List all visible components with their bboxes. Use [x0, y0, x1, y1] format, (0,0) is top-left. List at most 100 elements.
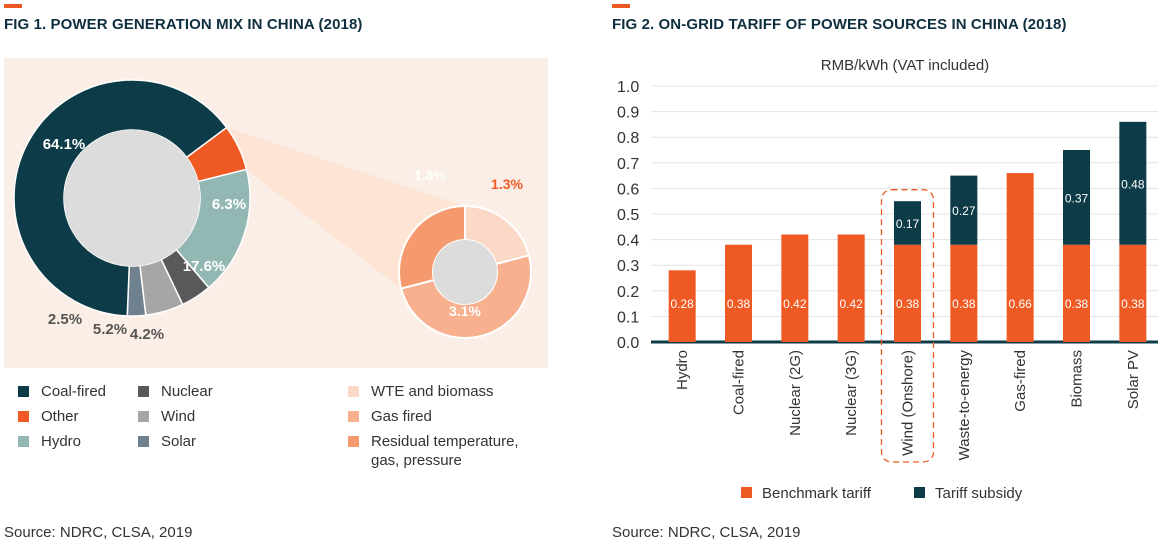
legend-label: Gas fired: [371, 408, 432, 425]
bar-value-label: 0.28: [670, 297, 694, 311]
fig2-accent-bar: [612, 4, 630, 8]
legend-label-line1: Residual temperature,: [371, 433, 519, 450]
x-tick-label-coal-fired: Coal-fired: [731, 350, 748, 415]
legend-swatch: [18, 436, 29, 447]
donut-label-nuclear: 4.2%: [130, 326, 164, 343]
bar-value-label: 0.42: [839, 297, 863, 311]
bar-benchmark-tariff-hydro: [668, 270, 696, 342]
y-tick-label: 0.2: [617, 284, 639, 301]
breakout-donut-hole: [433, 240, 497, 304]
breakout-label-gas-fired: 3.1%: [449, 303, 481, 319]
legend-swatch: [138, 386, 149, 397]
legend-label: WTE and biomass: [371, 383, 494, 400]
bar-benchmark-tariff-biomass: [1063, 244, 1090, 342]
legend-swatch: [348, 386, 359, 397]
bar-value-label: 0.66: [1008, 297, 1032, 311]
legend-item-coal-fired: Coal-fired: [18, 382, 106, 401]
legend-label-benchmark-tariff: Benchmark tariff: [762, 485, 872, 502]
y-tick-label: 0.9: [617, 105, 639, 122]
x-tick-label-hydro: Hydro: [674, 350, 691, 390]
y-tick-label: 1.0: [617, 79, 639, 96]
legend-swatch: [18, 386, 29, 397]
bar-benchmark-tariff-waste-to-energy: [950, 244, 978, 342]
bar-benchmark-tariff-solar-pv: [1119, 244, 1147, 342]
bar-value-label: 0.17: [896, 217, 920, 231]
legend-label-line2: gas, pressure: [371, 452, 462, 469]
legend-item-nuclear: Nuclear: [138, 382, 213, 401]
legend-item-other: Other: [18, 407, 79, 426]
legend-label: Residual temperature, gas, pressure: [371, 432, 519, 470]
legend-label: Coal-fired: [41, 383, 107, 400]
fig1-source: Source: NDRC, CLSA, 2019: [4, 524, 193, 541]
legend-swatch: [348, 411, 359, 422]
legend-label: Solar: [161, 433, 197, 450]
y-tick-label: 0.5: [617, 207, 639, 224]
bar-value-label: 0.38: [1065, 297, 1089, 311]
legend-swatch: [741, 487, 752, 498]
bar-value-label: 0.27: [952, 204, 976, 218]
fig2-source: Source: NDRC, CLSA, 2019: [612, 524, 801, 541]
legend-swatch: [914, 487, 925, 498]
fig2-title: FIG 2. ON-GRID TARIFF OF POWER SOURCES I…: [612, 16, 1067, 33]
x-tick-label-wind-onshore: Wind (Onshore): [900, 350, 917, 456]
bar-tariff-subsidy-solar-pv: [1119, 121, 1147, 245]
x-tick-label-biomass: Biomass: [1069, 350, 1086, 408]
y-tick-label: 0.8: [617, 130, 639, 147]
y-tick-label: 0.1: [617, 309, 639, 326]
donut-label-coal-fired: 64.1%: [43, 136, 86, 153]
y-tick-label: 0.4: [617, 233, 639, 250]
legend-item-wind: Wind: [138, 407, 195, 426]
donut-label-wind: 5.2%: [93, 321, 127, 338]
donut-label-solar: 2.5%: [48, 311, 82, 328]
legend-label: Other: [41, 408, 79, 425]
y-tick-label: 0.6: [617, 181, 639, 198]
y-tick-label: 0.7: [617, 156, 639, 173]
bar-value-label: 0.38: [727, 297, 751, 311]
legend-label-tariff-subsidy: Tariff subsidy: [935, 485, 1023, 502]
fig2-bar-chart: RMB/kWh (VAT included) 0.0 0.1 0.2 0.3 0.4 0.…: [617, 57, 1158, 502]
legend-label: Wind: [161, 408, 196, 425]
bar-benchmark-tariff-wind-onshore: [894, 244, 921, 342]
y-tick-label: 0.0: [617, 335, 639, 352]
highlight-box: [880, 189, 935, 463]
legend-swatch: [18, 411, 29, 422]
legend-swatch: [348, 436, 359, 447]
x-tick-label-nuclear-3g: Nuclear (3G): [843, 350, 860, 436]
legend-label: Hydro: [41, 433, 82, 450]
legend-swatch: [138, 411, 149, 422]
donut-label-other: 6.3%: [212, 196, 246, 213]
x-tick-label-waste-to-energy: Waste-to-energy: [956, 350, 973, 461]
fig1-accent-bar: [4, 4, 22, 8]
bar-benchmark-tariff-coal-fired: [725, 244, 752, 342]
bar-value-label: 0.38: [952, 297, 976, 311]
bar-value-label: 0.38: [1121, 297, 1145, 311]
donut-hole: [64, 130, 200, 266]
legend-item-wte-biomass: WTE and biomass: [348, 382, 494, 401]
x-tick-label-solar-pv: Solar PV: [1125, 350, 1142, 409]
legend-label: Nuclear: [161, 383, 213, 400]
legend-item-residual: Residual temperature, gas, pressure: [348, 432, 519, 470]
bar-value-label: 0.37: [1065, 191, 1089, 205]
legend-item-solar: Solar: [138, 432, 196, 451]
fig1-donut-chart: 64.1% 6.3% 17.6% 4.2%5.2% 2.5% 1.3% 3.1% 1.8%: [4, 58, 548, 368]
legend-item-gas-fired: Gas fired: [348, 407, 432, 426]
x-tick-label-gas-fired: Gas-fired: [1012, 350, 1029, 412]
bar-value-label: 0.38: [896, 297, 920, 311]
bar-benchmark-tariff-nuclear-3g: [837, 234, 865, 342]
legend-item-hydro: Hydro: [18, 432, 81, 451]
bar-benchmark-tariff-nuclear-2g: [781, 234, 809, 342]
bar-value-label: 0.42: [783, 297, 807, 311]
bar-tariff-subsidy-wind-onshore: [894, 201, 921, 245]
fig2-y-axis-label: RMB/kWh (VAT included): [821, 57, 989, 74]
breakout-label-wte-and-biomass: 1.3%: [491, 176, 523, 192]
bar-tariff-subsidy-waste-to-energy: [950, 175, 978, 245]
bar-benchmark-tariff-gas-fired: [1006, 173, 1034, 342]
donut-label-hydro: 17.6%: [183, 258, 226, 275]
breakout-label-residual-temperature-gas-pressure: 1.8%: [414, 167, 446, 183]
legend-swatch: [138, 436, 149, 447]
bar-value-label: 0.48: [1121, 177, 1145, 191]
fig1-title: FIG 1. POWER GENERATION MIX IN CHINA (20…: [4, 16, 363, 33]
y-tick-label: 0.3: [617, 258, 639, 275]
bar-tariff-subsidy-biomass: [1063, 150, 1090, 245]
x-tick-label-nuclear-2g: Nuclear (2G): [787, 350, 804, 436]
